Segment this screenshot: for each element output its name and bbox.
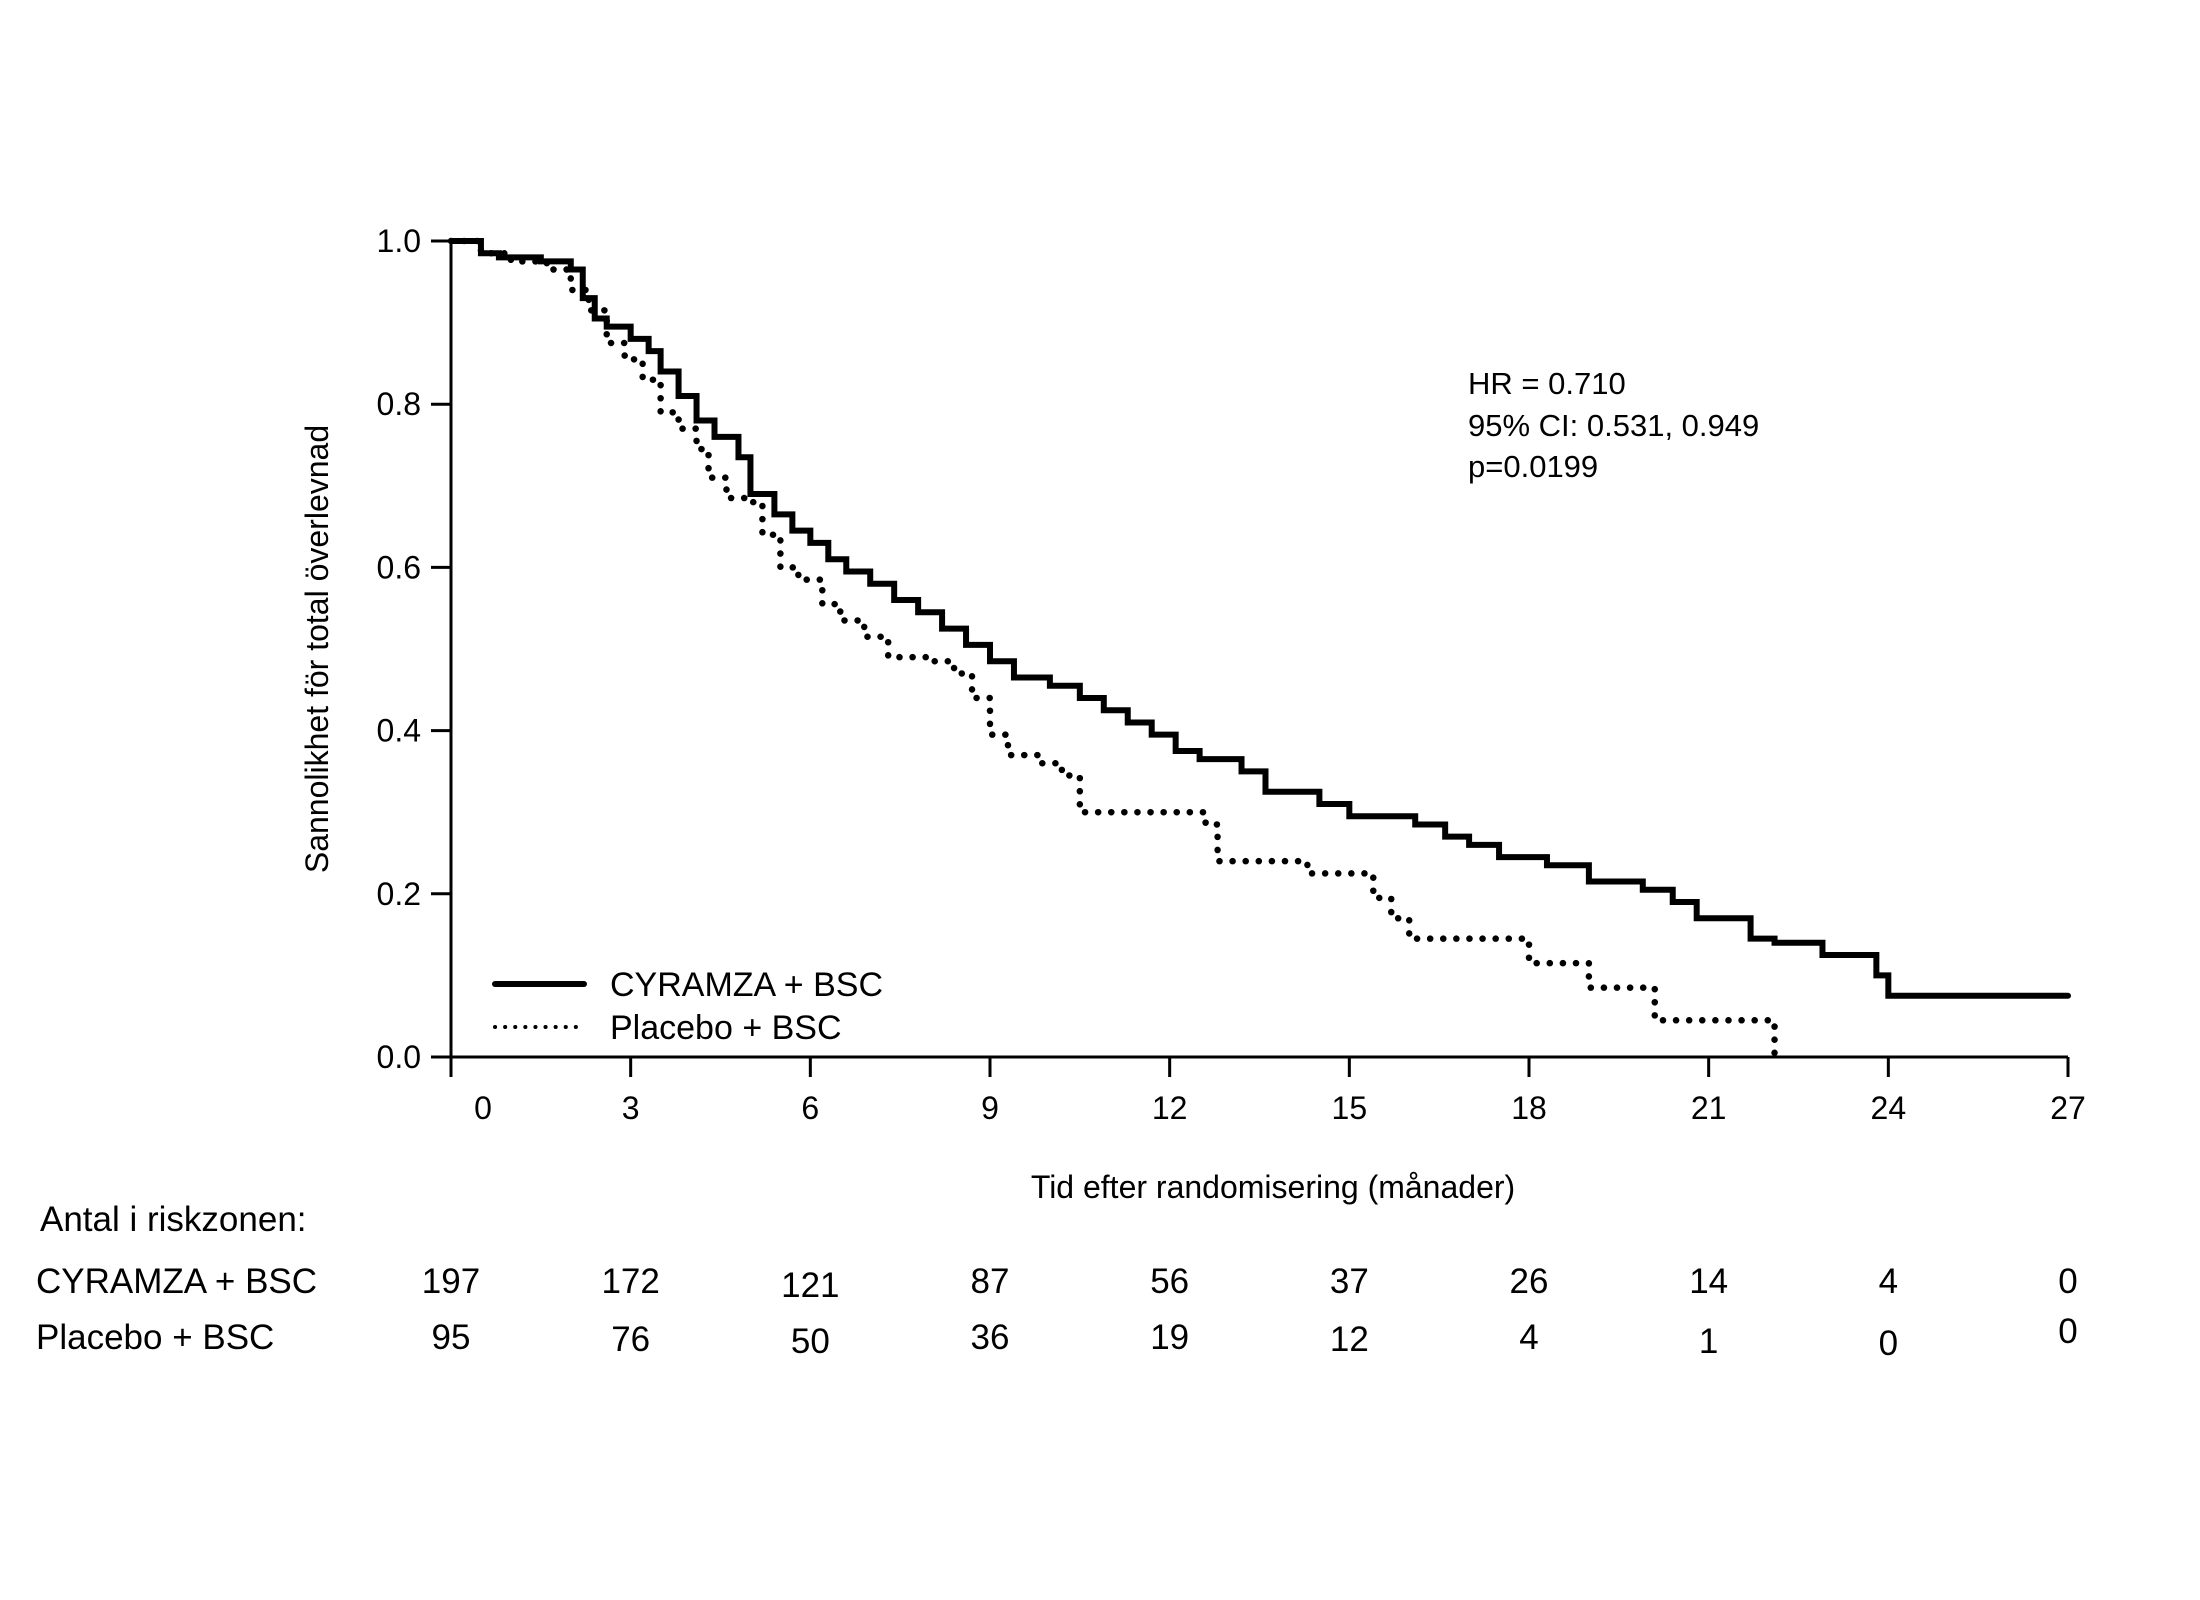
- x-tick-label: 24: [1871, 1090, 1907, 1126]
- risk-value: 12: [1329, 1320, 1369, 1359]
- y-axis-label: Sannolikhet för total överlevnad: [299, 425, 335, 873]
- survival-curve-cyramza: [448, 238, 2071, 999]
- risk-value: 19: [1150, 1318, 1190, 1357]
- risk-value: 197: [421, 1262, 481, 1301]
- y-tick-label: 0.8: [377, 386, 421, 422]
- x-tick-label: 0: [474, 1090, 492, 1126]
- risk-value: 36: [970, 1318, 1010, 1357]
- risk-value: 87: [970, 1262, 1010, 1301]
- risk-value: 26: [1509, 1262, 1549, 1301]
- axes: [431, 241, 2068, 1077]
- risk-row-label-placebo: Placebo + BSC: [36, 1318, 275, 1357]
- x-axis-ticks: 0 3 6 9 12 15 18 21 24 27: [449, 1057, 2086, 1126]
- x-tick-label: 18: [1511, 1090, 1547, 1126]
- x-axis-label: Tid efter randomisering (månader): [1031, 1169, 1515, 1205]
- risk-value: 121: [781, 1266, 840, 1305]
- y-tick-label: 0.2: [377, 876, 421, 912]
- x-tick-label: 21: [1691, 1090, 1727, 1126]
- p-value-text: p=0.0199: [1468, 449, 1598, 484]
- risk-value: 56: [1150, 1262, 1190, 1301]
- x-tick-label: 12: [1152, 1090, 1188, 1126]
- hazard-ratio-text: HR = 0.710: [1468, 366, 1626, 401]
- risk-row-label-cyramza: CYRAMZA + BSC: [36, 1262, 318, 1301]
- survival-curves: [447, 237, 2071, 1061]
- y-tick-label: 0.4: [377, 713, 421, 749]
- risk-value: 1: [1698, 1322, 1719, 1361]
- risk-value: 0: [2058, 1312, 2078, 1351]
- confidence-interval-text: 95% CI: 0.531, 0.949: [1468, 408, 1759, 443]
- legend: CYRAMZA + BSC Placebo + BSC: [492, 966, 883, 1047]
- survival-curve-placebo: [447, 237, 1778, 1061]
- x-tick-label: 27: [2050, 1090, 2086, 1126]
- risk-value: 95: [431, 1318, 471, 1357]
- risk-value: 0: [2058, 1262, 2078, 1301]
- x-tick-label: 15: [1332, 1090, 1368, 1126]
- risk-value: 0: [1878, 1324, 1899, 1363]
- risk-value: 172: [601, 1262, 660, 1301]
- risk-value: 50: [790, 1322, 830, 1361]
- legend-label-placebo: Placebo + BSC: [610, 1009, 842, 1047]
- risk-value: 76: [611, 1320, 651, 1359]
- legend-label-cyramza: CYRAMZA + BSC: [610, 966, 883, 1004]
- y-tick-label: 0.6: [377, 549, 421, 585]
- risk-value: 37: [1329, 1262, 1369, 1301]
- y-tick-label: 1.0: [377, 223, 421, 259]
- x-tick-label: 9: [981, 1090, 999, 1126]
- risk-table-title: Antal i riskzonen:: [40, 1200, 307, 1239]
- x-tick-label: 3: [622, 1090, 640, 1126]
- risk-value: 14: [1689, 1262, 1729, 1301]
- x-tick-label: 6: [801, 1090, 819, 1126]
- stats-annotation: HR = 0.710 95% CI: 0.531, 0.949 p=0.0199: [1468, 366, 1759, 484]
- risk-value: 4: [1878, 1262, 1899, 1301]
- y-axis-ticks: 0.0 0.2 0.4 0.6 0.8 1.0: [377, 223, 451, 1075]
- risk-value: 4: [1519, 1318, 1539, 1357]
- y-tick-label: 0.0: [377, 1039, 421, 1075]
